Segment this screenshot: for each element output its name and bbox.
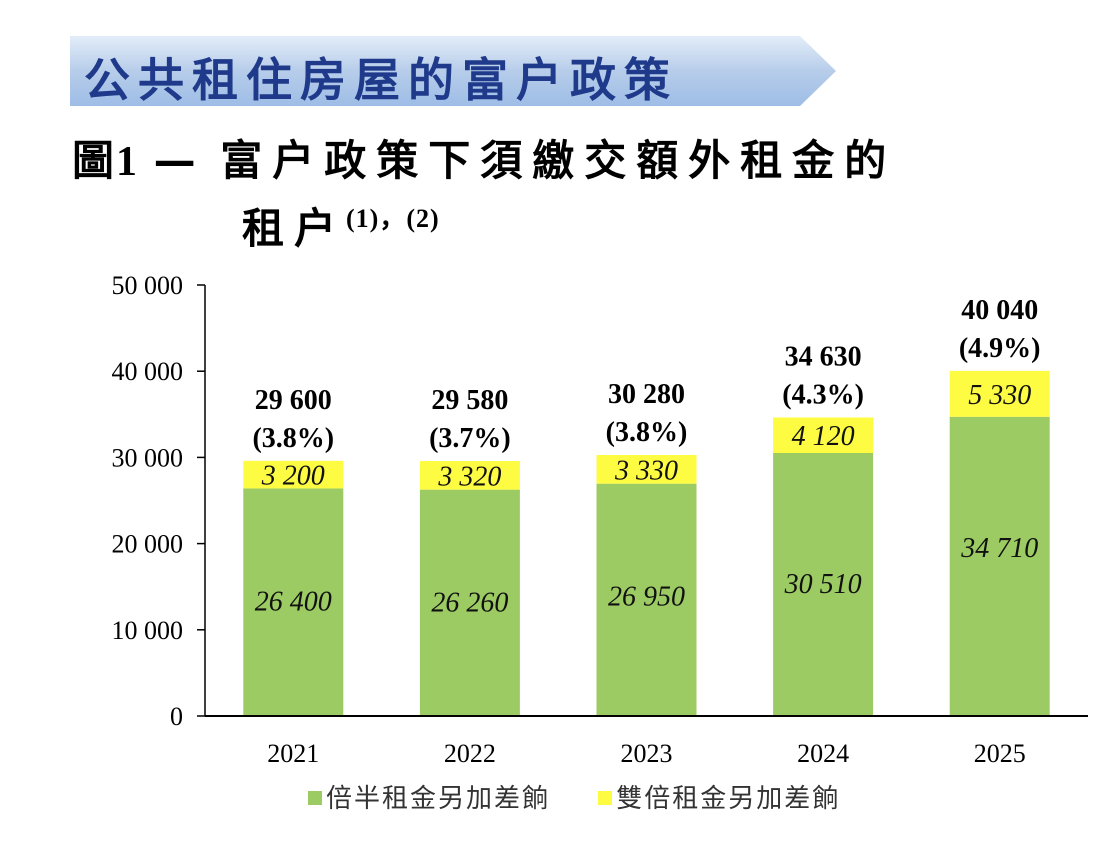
- bar-label-green-2021: 26 400: [255, 586, 332, 617]
- bar-segment-green-2024: [773, 453, 874, 716]
- legend-label-series-0: 倍半租金另加差餉: [326, 784, 551, 814]
- legend-item-series-0: 倍半租金另加差餉: [308, 778, 550, 815]
- y-tick-label: 10 000: [112, 616, 184, 645]
- x-tick-label-2024: 2024: [797, 739, 849, 768]
- legend-swatch-yellow: [598, 791, 613, 805]
- bar-label-yellow-2024: 4 120: [792, 421, 855, 452]
- bar-label-green-2025: 34 710: [960, 533, 1038, 564]
- bar-total-label-2022: 29 580: [431, 385, 508, 416]
- bar-label-yellow-2025: 5 330: [968, 380, 1031, 411]
- bar-total-label-2023: 30 280: [608, 379, 685, 410]
- y-tick-label: 0: [170, 702, 183, 731]
- section-banner: 公共租住房屋的富户政策: [70, 36, 838, 107]
- bar-total-label-2024: 34 630: [785, 341, 862, 372]
- y-tick-label: 50 000: [112, 271, 184, 300]
- figure-notes: (1)，(2): [346, 204, 440, 233]
- bar-percent-label-2021: (3.8%): [252, 423, 334, 454]
- x-tick-label-2025: 2025: [974, 739, 1026, 768]
- chart-legend: 倍半租金另加差餉 雙倍租金另加差餉: [308, 778, 880, 815]
- section-title: 公共租住房屋的富户政策: [84, 53, 678, 107]
- bar-segment-green-2021: [243, 488, 344, 716]
- bar-label-green-2023: 26 950: [608, 582, 685, 613]
- y-tick-label: 20 000: [112, 530, 184, 559]
- bar-total-label-2025: 40 040: [961, 295, 1038, 326]
- bar-percent-label-2022: (3.7%): [429, 423, 511, 454]
- bar-percent-label-2023: (3.8%): [606, 417, 688, 448]
- bar-segment-yellow-2023: [596, 454, 697, 484]
- figure-title-line2: 租户: [242, 204, 347, 253]
- x-tick-label-2021: 2021: [267, 739, 319, 768]
- bar-segment-yellow-2022: [419, 461, 520, 490]
- bar-label-green-2024: 30 510: [784, 569, 862, 600]
- y-tick-label: 30 000: [112, 443, 184, 472]
- legend-item-series-1: 雙倍租金另加差餉: [598, 778, 840, 815]
- bar-percent-label-2024: (4.3%): [782, 379, 864, 410]
- y-tick-label: 40 000: [112, 357, 184, 386]
- bar-segment-yellow-2024: [773, 417, 874, 454]
- bar-segment-green-2023: [596, 483, 697, 716]
- bar-label-yellow-2021: 3 200: [261, 461, 325, 492]
- figure-label: 圖1: [72, 139, 140, 185]
- banner-arrow-shape: [70, 36, 836, 106]
- x-tick-label-2023: 2023: [621, 739, 673, 768]
- bar-segment-green-2025: [949, 416, 1050, 716]
- legend-label-series-1: 雙倍租金另加差餉: [616, 784, 841, 814]
- figure-dash: —: [153, 136, 206, 185]
- bar-segment-yellow-2021: [243, 460, 344, 489]
- bar-percent-label-2025: (4.9%): [959, 333, 1041, 364]
- bar-label-yellow-2022: 3 320: [437, 461, 501, 492]
- bar-label-green-2022: 26 260: [431, 588, 508, 619]
- figure-title: 圖1 — 富户政策下須繳交額外租金的 租户(1)，(2): [72, 132, 897, 253]
- figure-title-line1: 富户政策下須繳交額外租金的: [220, 136, 897, 185]
- bar-segment-green-2022: [419, 489, 520, 716]
- bar-label-yellow-2023: 3 330: [614, 455, 678, 486]
- legend-swatch-green: [308, 791, 322, 805]
- bar-segment-yellow-2025: [949, 370, 1050, 417]
- bar-total-label-2021: 29 600: [255, 385, 332, 416]
- x-tick-label-2022: 2022: [444, 739, 496, 768]
